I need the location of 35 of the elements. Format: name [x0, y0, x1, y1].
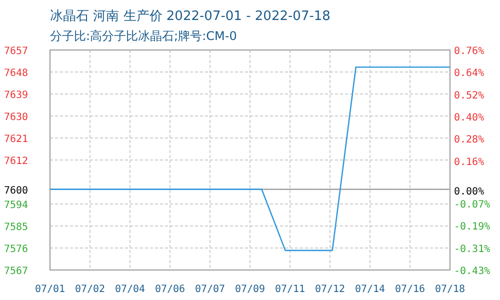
y-tick-label: 7585 — [4, 222, 28, 233]
x-tick-label: 07/02 — [74, 284, 106, 295]
y2-tick-label: 0.76% — [454, 46, 484, 57]
y-tick-label: 7567 — [4, 266, 28, 277]
x-tick-label: 07/06 — [154, 284, 186, 295]
y2-tick-label: 0.52% — [454, 90, 484, 102]
x-tick-label: 07/04 — [114, 284, 146, 295]
chart-subtitle: 分子比:高分子比冰晶石;牌号:CM-0 — [50, 29, 237, 43]
x-tick-label: 07/16 — [394, 284, 426, 295]
y2-tick-label: -0.07% — [454, 199, 490, 210]
x-tick-label: 07/07 — [194, 284, 226, 295]
x-tick-label: 07/11 — [274, 284, 306, 295]
y-tick-label: 7639 — [4, 90, 28, 101]
y-tick-label: 7621 — [4, 134, 28, 145]
y-tick-label: 7612 — [4, 156, 28, 167]
chart-title: 冰晶石 河南 生产价 2022-07-01 - 2022-07-18 — [50, 9, 330, 24]
y2-tick-label: 0.64% — [454, 68, 484, 80]
y-tick-label: 7594 — [4, 200, 28, 211]
y2-tick-label: -0.31% — [454, 244, 490, 255]
x-tick-label: 07/18 — [434, 284, 466, 295]
y2-tick-label: 0.40% — [454, 112, 484, 124]
y-tick-label: 7630 — [4, 112, 28, 123]
y-tick-label: 7657 — [4, 46, 28, 57]
y2-tick-label: 0.16% — [454, 156, 484, 168]
x-tick-label: 07/12 — [314, 284, 346, 295]
y2-tick-label: 0.00% — [454, 186, 484, 198]
x-tick-label: 07/01 — [34, 284, 66, 295]
y2-tick-label: -0.19% — [454, 222, 490, 233]
y2-tick-label: 0.28% — [454, 134, 484, 146]
x-tick-label: 07/14 — [354, 284, 386, 295]
y2-tick-label: -0.43% — [454, 266, 490, 277]
y-tick-label: 7600 — [4, 185, 28, 196]
y-tick-label: 7648 — [4, 68, 28, 79]
y-tick-label: 7576 — [4, 244, 28, 255]
x-tick-label: 07/09 — [234, 284, 266, 295]
